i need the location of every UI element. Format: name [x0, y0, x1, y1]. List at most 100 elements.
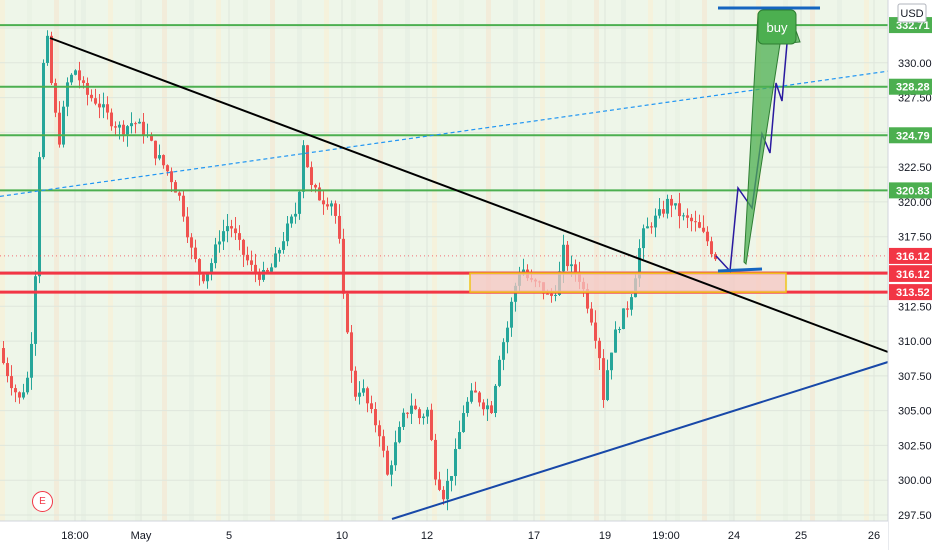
price-tag: 316.12	[896, 269, 930, 281]
x-tick-label: 12	[421, 530, 433, 542]
candle-up	[426, 409, 429, 417]
candle-down	[154, 140, 157, 159]
candle-up	[274, 253, 277, 268]
candle-up	[46, 35, 49, 63]
candle-down	[386, 450, 389, 475]
candle-down	[50, 35, 53, 84]
candle-up	[398, 426, 401, 443]
candle-up	[362, 388, 365, 393]
session-stripe	[540, 0, 545, 521]
candle-up	[282, 241, 285, 250]
candle-down	[370, 403, 373, 410]
currency-label: USD	[900, 8, 923, 20]
session-stripe	[108, 0, 113, 521]
candle-down	[346, 293, 349, 333]
candles	[2, 30, 717, 511]
candle-down	[318, 187, 321, 201]
candle-down	[314, 184, 317, 188]
session-stripe	[189, 0, 194, 521]
candle-down	[442, 489, 445, 500]
candle-up	[130, 123, 133, 127]
candle-up	[410, 405, 413, 414]
drawings: buy	[0, 6, 889, 520]
candle-up	[158, 155, 161, 159]
session-stripe	[594, 0, 599, 521]
candle-down	[602, 358, 605, 400]
candle-up	[454, 448, 457, 477]
dotted-trend-line	[0, 70, 889, 197]
candle-up	[210, 263, 213, 274]
candle-down	[650, 226, 653, 228]
level-tag: 332.71	[896, 20, 930, 32]
candle-up	[630, 297, 633, 310]
session-stripe	[702, 0, 707, 521]
session-stripe	[351, 0, 356, 521]
candle-down	[58, 112, 61, 145]
currency-badge	[897, 3, 927, 23]
x-tick-label: 17	[528, 530, 540, 542]
ascending-support-line	[391, 361, 889, 520]
candle-up	[66, 82, 69, 107]
candle-down	[662, 209, 665, 214]
candle-down	[546, 293, 549, 295]
candle-up	[286, 223, 289, 242]
candle-down	[174, 182, 177, 193]
candle-down	[586, 289, 589, 309]
y-tick-label: 297.50	[898, 510, 932, 522]
session-stripe	[756, 0, 761, 521]
candle-up	[510, 301, 513, 328]
candle-down	[694, 221, 697, 223]
candle-down	[566, 244, 569, 267]
candle-down	[6, 363, 9, 377]
candle-up	[302, 145, 305, 192]
session-stripe	[837, 0, 842, 521]
x-tick-label: 10	[336, 530, 348, 542]
candle-down	[98, 103, 101, 108]
candle-up	[38, 157, 41, 277]
x-tick-label: May	[131, 530, 152, 542]
candle-down	[626, 308, 629, 310]
candle-down	[590, 308, 593, 323]
candle-up	[214, 244, 217, 264]
earnings-badge[interactable]: E	[32, 491, 53, 512]
candle-down	[234, 228, 237, 234]
candle-up	[34, 276, 37, 344]
candle-up	[218, 241, 221, 245]
x-tick-label: 26	[868, 530, 880, 542]
candle-down	[242, 239, 245, 255]
candle-up	[118, 124, 121, 128]
price-tag-bg	[889, 247, 932, 264]
candle-up	[42, 62, 45, 158]
candle-up	[682, 215, 685, 217]
candle-down	[334, 203, 337, 216]
time-scale	[0, 521, 888, 550]
candle-down	[246, 254, 249, 261]
session-stripe	[270, 0, 275, 521]
candle-down	[490, 405, 493, 414]
candle-up	[458, 432, 461, 449]
candle-down	[430, 409, 433, 440]
candle-down	[114, 126, 117, 128]
candle-up	[70, 74, 73, 83]
candle-up	[262, 269, 265, 280]
candle-down	[338, 215, 341, 239]
y-tick-label: 312.50	[898, 301, 932, 313]
candle-up	[62, 106, 65, 145]
candle-down	[10, 376, 13, 389]
candle-down	[122, 124, 125, 135]
candle-up	[562, 244, 565, 272]
candle-down	[142, 121, 145, 135]
candle-up	[222, 231, 225, 242]
candle-down	[194, 247, 197, 260]
session-stripe	[54, 0, 59, 521]
candle-up	[402, 412, 405, 427]
candle-down	[366, 388, 369, 404]
candle-down	[250, 260, 253, 265]
candle-up	[554, 294, 557, 296]
earnings-badge-label: E	[39, 496, 46, 507]
candle-down	[690, 217, 693, 222]
candle-up	[642, 228, 645, 249]
candle-down	[418, 409, 421, 419]
candle-down	[594, 322, 597, 341]
